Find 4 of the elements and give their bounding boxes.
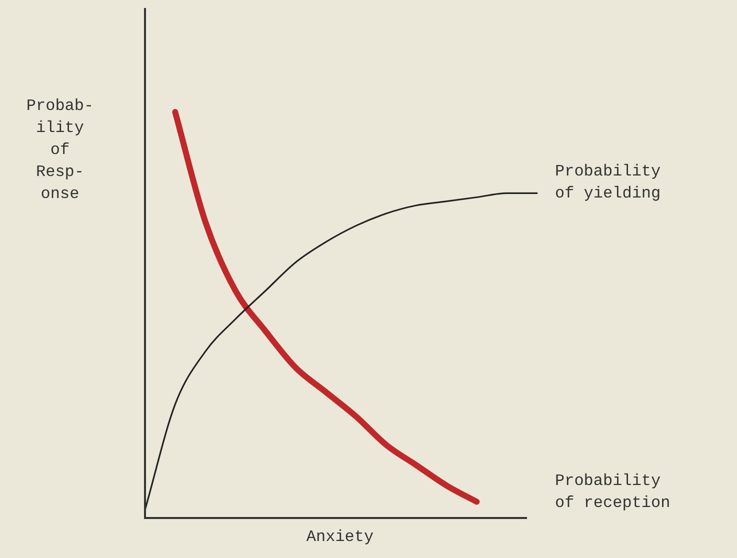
text: Probability of reception — [555, 472, 670, 512]
series-label: Probability of yielding — [555, 162, 662, 202]
x-axis-title: Anxiety — [305, 528, 375, 546]
y-axis-title: Probab- ility of Resp- onse — [25, 96, 95, 205]
